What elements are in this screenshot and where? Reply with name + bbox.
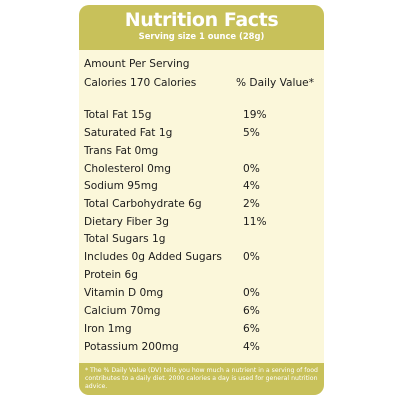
nutrient-name: Saturated Fat 1g (84, 127, 173, 139)
label-header: Nutrition Facts Serving size 1 ounce (28… (79, 5, 324, 50)
nutrient-name: Total Sugars 1g (84, 233, 166, 245)
nutrient-dv: 6% (243, 323, 260, 335)
nutrient-row: Protein 6g (79, 267, 324, 284)
nutrient-dv: 4% (243, 180, 260, 192)
nutrient-name: Vitamin D 0mg (84, 287, 164, 299)
nutrient-row: Sodium 95mg 4% (79, 178, 324, 195)
nutrient-name: Includes 0g Added Sugars (84, 251, 222, 263)
nutrient-dv: 6% (243, 305, 260, 317)
nutrient-row: Trans Fat 0mg (79, 143, 324, 160)
nutrient-row: Vitamin D 0mg 0% (79, 285, 324, 302)
nutrient-dv: 0% (243, 251, 260, 263)
nutrient-row: Iron 1mg 6% (79, 321, 324, 338)
nutrient-name: Calcium 70mg (84, 305, 161, 317)
nutrient-name: Trans Fat 0mg (84, 145, 159, 157)
nutrient-dv: 19% (243, 109, 267, 121)
nutrient-row: Cholesterol 0mg 0% (79, 161, 324, 178)
nutrient-row: Calcium 70mg 6% (79, 303, 324, 320)
nutrient-dv: 0% (243, 163, 260, 175)
nutrient-row: Dietary Fiber 3g 11% (79, 214, 324, 231)
nutrition-label: Nutrition Facts Serving size 1 ounce (28… (79, 5, 324, 395)
nutrient-dv: 4% (243, 341, 260, 353)
footnote: * The % Daily Value (DV) tells you how m… (79, 363, 324, 395)
nutrient-name: Sodium 95mg (84, 180, 158, 192)
nutrient-dv: 11% (243, 216, 267, 228)
serving-size: Serving size 1 ounce (28g) (138, 31, 265, 41)
nutrient-name: Total Fat 15g (84, 109, 152, 121)
nutrient-name: Total Carbohydrate 6g (84, 198, 202, 210)
nutrient-dv: 0% (243, 287, 260, 299)
nutrient-dv: 5% (243, 127, 260, 139)
nutrient-name: Potassium 200mg (84, 341, 179, 353)
calories: Calories 170 Calories (84, 77, 197, 89)
amount-per-serving: Amount Per Serving (84, 58, 190, 70)
nutrient-row: Saturated Fat 1g 5% (79, 125, 324, 142)
nutrient-row: Includes 0g Added Sugars 0% (79, 249, 324, 266)
nutrient-row: Total Carbohydrate 6g 2% (79, 196, 324, 213)
daily-value-header: % Daily Value* (236, 77, 314, 89)
nutrient-name: Cholesterol 0mg (84, 163, 171, 175)
nutrient-row: Total Sugars 1g (79, 231, 324, 248)
nutrient-row: Total Fat 15g 19% (79, 107, 324, 124)
amount-per-serving-row: Amount Per Serving (79, 56, 324, 73)
nutrient-row: Potassium 200mg 4% (79, 339, 324, 356)
label-title: Nutrition Facts (124, 9, 279, 31)
nutrient-name: Protein 6g (84, 269, 138, 281)
calories-row: Calories 170 Calories % Daily Value* (79, 75, 324, 92)
nutrient-name: Iron 1mg (84, 323, 132, 335)
nutrient-name: Dietary Fiber 3g (84, 216, 169, 228)
nutrient-dv: 2% (243, 198, 260, 210)
